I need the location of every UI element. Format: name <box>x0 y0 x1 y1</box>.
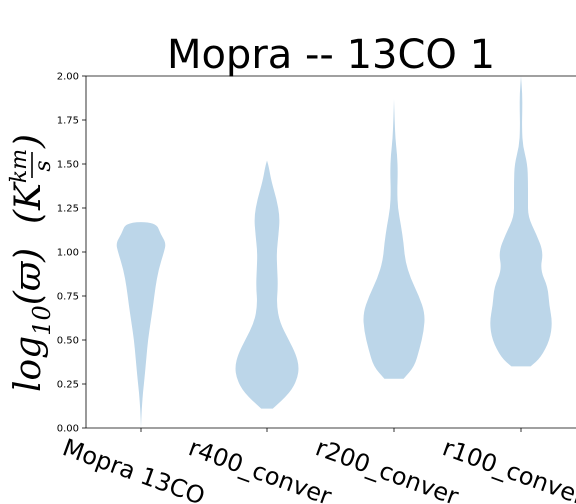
violin-4 <box>490 76 552 367</box>
x-tick-label: Mopra 13CO <box>59 433 209 504</box>
y-tick-label: 0.25 <box>57 380 79 391</box>
y-ticks: 0.00 0.25 0.50 0.75 1.00 1.25 1.50 1.75 2.00 <box>57 72 86 435</box>
y-axis-label-unit-num: km <box>7 149 32 183</box>
violin-2 <box>235 160 299 409</box>
violin-3 <box>363 98 425 379</box>
y-tick-label: 0.75 <box>57 292 79 303</box>
y-axis-label-unit-den: s <box>31 160 56 171</box>
y-tick-label: 1.75 <box>57 116 79 127</box>
x-ticks: Mopra 13COr400_converr200_converr100_con… <box>59 428 576 504</box>
violins <box>116 76 552 428</box>
violin-1 <box>116 222 166 428</box>
y-axis-label: log10(ϖ) (K km s ) <box>7 134 56 392</box>
y-axis-label-main: log10(ϖ) <box>8 248 56 392</box>
x-tick-label: r400_conver <box>185 433 335 504</box>
y-axis-label-unit: (K <box>8 181 49 224</box>
y-tick-label: 1.00 <box>57 248 79 259</box>
y-tick-label: 1.50 <box>57 160 79 171</box>
chart-title: Mopra -- 13CO 1 <box>167 32 495 78</box>
y-tick-label: 1.25 <box>57 204 79 215</box>
y-axis-label-unit-close: ) <box>8 134 49 149</box>
y-tick-label: 0.50 <box>57 336 79 347</box>
y-tick-label: 0.00 <box>57 424 79 435</box>
x-tick-label: r100_conver <box>439 433 576 504</box>
y-tick-label: 2.00 <box>57 72 79 83</box>
x-tick-label: r200_conver <box>312 433 462 504</box>
